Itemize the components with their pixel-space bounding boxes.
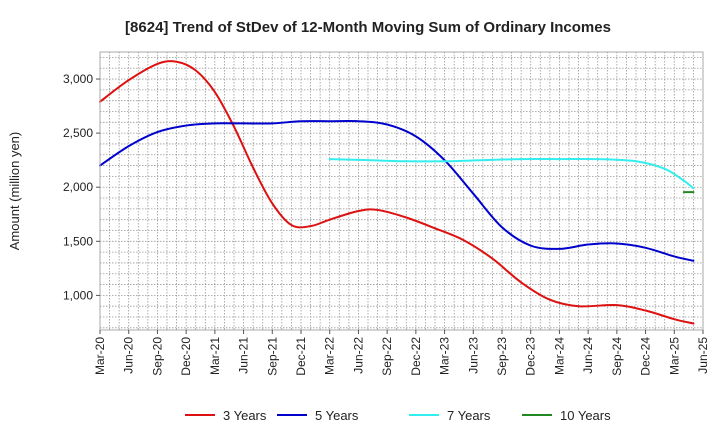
y-tick-label: 1,500 <box>63 234 93 248</box>
series-line-3-years <box>99 60 695 325</box>
x-tick-label: Mar-25 <box>667 337 681 375</box>
x-tick-label: Sep-21 <box>265 337 279 376</box>
legend: 3 Years 5 Years 7 Years 10 Years <box>185 408 611 423</box>
y-axis: 1,000 1,500 2,000 2,500 3,000 <box>63 72 100 302</box>
plot-frame <box>99 51 704 331</box>
x-axis: Mar-20 Jun-20 Sep-20 Dec-20 Mar-21 Jun-21 Sep-… <box>93 330 710 376</box>
x-tick-label: Dec-21 <box>294 337 308 376</box>
series-line-5-years <box>99 119 695 262</box>
x-tick-label: Mar-23 <box>438 337 452 375</box>
x-tick-label: Mar-24 <box>552 337 566 375</box>
legend-label-5-years: 5 Years <box>315 408 359 423</box>
x-tick-label: Mar-20 <box>93 337 107 375</box>
x-tick-label: Mar-21 <box>208 337 222 375</box>
y-tick-label: 1,000 <box>63 288 93 302</box>
x-tick-label: Dec-20 <box>179 337 193 376</box>
chart-title: [8624] Trend of StDev of 12-Month Moving… <box>125 19 611 36</box>
x-tick-label: Sep-20 <box>150 337 164 376</box>
legend-label-3-years: 3 Years <box>223 408 267 423</box>
x-tick-label: Sep-24 <box>610 337 624 376</box>
x-tick-label: Dec-22 <box>409 337 423 376</box>
series-layer <box>99 60 695 325</box>
legend-label-7-years: 7 Years <box>447 408 491 423</box>
y-tick-label: 2,500 <box>63 126 93 140</box>
x-tick-label: Dec-24 <box>639 337 653 376</box>
x-tick-label: Jun-24 <box>581 337 595 374</box>
x-tick-label: Jun-23 <box>466 337 480 374</box>
legend-label-10-years: 10 Years <box>560 408 611 423</box>
y-tick-label: 3,000 <box>63 72 93 86</box>
x-tick-label: Mar-22 <box>323 337 337 375</box>
x-tick-label: Jun-25 <box>696 337 710 374</box>
y-tick-label: 2,000 <box>63 180 93 194</box>
x-tick-label: Jun-21 <box>237 337 251 374</box>
series-line-7-years <box>328 157 695 190</box>
y-axis-label: Amount (million yen) <box>7 132 22 251</box>
x-tick-label: Dec-23 <box>524 337 538 376</box>
x-tick-label: Jun-22 <box>351 337 365 374</box>
grid <box>100 52 703 330</box>
x-tick-label: Sep-22 <box>380 337 394 376</box>
x-tick-label: Sep-23 <box>495 337 509 376</box>
x-tick-label: Jun-20 <box>122 337 136 374</box>
